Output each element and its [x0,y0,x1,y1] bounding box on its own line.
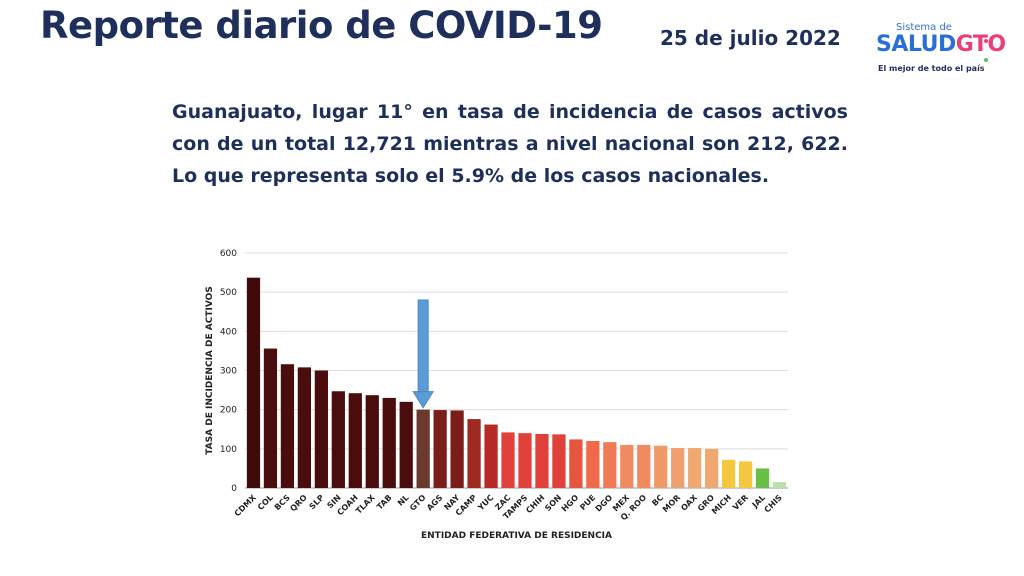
logo-dots-icon [984,28,998,66]
y-tick-label: 100 [220,445,237,455]
logo-top-text: Sistema de [896,22,952,33]
bar-q-roo [637,444,651,488]
x-tick-label: SLP [308,493,326,511]
bar-zac [501,432,515,488]
x-tick-label: BCS [273,493,292,512]
bar-gto [416,409,430,488]
x-tick-label: QRO [288,493,308,513]
summary-text: Guanajuato, lugar 11° en tasa de inciden… [172,101,848,187]
page-title: Reporte diario de COVID-19 [40,4,603,47]
bar-sin [331,391,345,488]
x-tick-label: CDMX [233,492,259,518]
bar-tamps [518,433,532,488]
bar-mich [721,459,736,488]
logo-tagline: El mejor de todo el país [878,64,985,73]
bar-yuc [484,424,498,488]
bar-slp [314,370,328,488]
x-tick-label: SON [543,493,563,513]
y-tick-label: 0 [231,484,237,494]
bar-dgo [603,442,617,488]
logo-brand-main: SALUD [876,32,956,57]
y-axis-title: TASA DE INCIDENCIA DE ACTIVOS [205,286,215,455]
bar-bcs [280,364,295,488]
x-tick-label: MICH [710,493,733,516]
bar-ver [738,461,753,488]
y-tick-label: 300 [220,367,237,377]
bar-mor [671,448,685,488]
x-tick-label: HGO [560,493,581,514]
bar-mex [620,444,634,488]
x-tick-label: TAB [375,493,393,511]
highlight-arrow-icon [412,299,435,409]
bar-camp [467,419,481,488]
bar-chis [772,482,787,488]
x-tick-label: CHIS [762,493,784,515]
bar-pue [586,441,600,488]
x-tick-label: MOR [661,493,682,514]
x-tick-label: OAX [679,492,699,512]
arrow-shaft [417,299,429,393]
y-tick-label: 500 [220,288,237,298]
report-date: 25 de julio 2022 [660,26,841,50]
salud-gto-logo: Sistema de SALUDGTO El mejor de todo el … [868,22,1006,82]
bar-tlax [365,395,379,488]
x-tick-label: CHIH [524,493,546,515]
x-tick-label: DGO [594,493,615,514]
logo-brand-accent: GTO [955,32,1006,57]
bar-son [552,434,566,488]
bar-cdmx [246,277,261,488]
bar-tab [382,397,396,488]
bar-col [263,348,278,488]
bar-nay [450,410,464,488]
y-tick-label: 600 [220,249,237,259]
bar-nl [399,401,413,488]
x-tick-label: COL [256,493,275,512]
x-tick-label: GTO [408,493,428,513]
x-tick-label: TLAX [354,492,377,515]
bar-gro [705,448,719,488]
logo-brand: SALUDGTO [876,32,1006,57]
bar-jal [755,468,770,488]
y-tick-label: 200 [220,406,237,416]
bar-bc [654,445,668,488]
bar-ags [433,410,447,488]
x-axis-title: ENTIDAD FEDERATIVA DE RESIDENCIA [421,531,612,541]
x-tick-label: YUC [476,493,496,513]
x-tick-label: AGS [425,493,445,513]
bar-oax [688,448,702,488]
y-tick-label: 400 [220,327,237,337]
x-tick-label: VER [731,493,750,512]
arrow-head [412,391,435,409]
bar-hgo [569,439,583,488]
bar-qro [297,367,312,488]
bar-chih [535,433,549,488]
bar-coah [348,393,362,488]
